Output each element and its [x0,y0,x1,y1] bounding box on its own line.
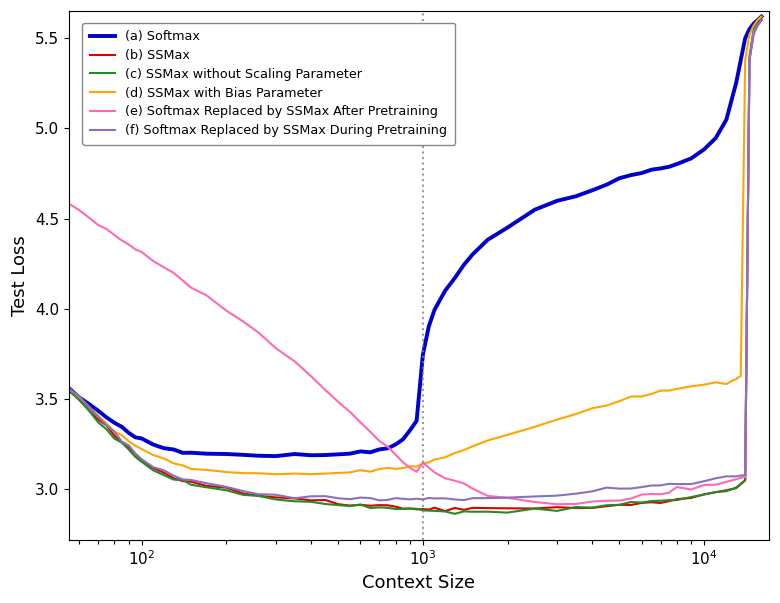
(a) Softmax [131,434,140,441]
Line: (f) Softmax Replaced by SSMax During Pretraining: (f) Softmax Replaced by SSMax During Pre… [69,20,761,500]
(f) Softmax Replaced by SSMax During Pretraining [131,450,140,457]
(f) Softmax Replaced by SSMax During Pretraining [757,16,766,24]
Line: (b) SSMax: (b) SSMax [69,20,761,511]
(a) Softmax [503,224,512,231]
(a) Softmax [64,384,73,391]
Line: (d) SSMax with Bias Parameter: (d) SSMax with Bias Parameter [69,16,761,474]
(c) SSMax without Scaling Parameter [131,453,140,461]
(f) Softmax Replaced by SSMax During Pretraining [412,495,421,502]
(c) SSMax without Scaling Parameter [757,13,766,20]
(f) Softmax Replaced by SSMax During Pretraining [366,494,375,502]
Y-axis label: Test Loss: Test Loss [11,235,29,316]
Line: (c) SSMax without Scaling Parameter: (c) SSMax without Scaling Parameter [69,16,761,514]
(c) SSMax without Scaling Parameter [450,510,459,517]
(e) Softmax Replaced by SSMax After Pretraining [131,246,140,253]
(c) SSMax without Scaling Parameter [530,505,540,512]
(c) SSMax without Scaling Parameter [430,507,439,514]
(d) SSMax with Bias Parameter [64,385,73,392]
(b) SSMax [64,385,73,392]
(a) Softmax [757,13,766,20]
(f) Softmax Replaced by SSMax During Pretraining [64,385,73,393]
(f) Softmax Replaced by SSMax During Pretraining [441,494,450,502]
(e) Softmax Replaced by SSMax After Pretraining [366,428,375,435]
(f) Softmax Replaced by SSMax During Pretraining [374,497,384,504]
(a) Softmax [441,287,450,294]
(f) Softmax Replaced by SSMax During Pretraining [530,493,540,500]
X-axis label: Context Size: Context Size [362,574,475,592]
(c) SSMax without Scaling Parameter [366,505,375,512]
Line: (a) Softmax: (a) Softmax [69,16,761,456]
(d) SSMax with Bias Parameter [149,452,158,459]
(f) Softmax Replaced by SSMax During Pretraining [503,494,512,501]
(e) Softmax Replaced by SSMax After Pretraining [406,464,415,472]
(e) Softmax Replaced by SSMax After Pretraining [552,500,562,508]
(b) SSMax [430,504,439,511]
(d) SSMax with Bias Parameter [740,56,750,63]
(d) SSMax with Bias Parameter [757,13,766,20]
(d) SSMax with Bias Parameter [383,464,392,472]
(b) SSMax [530,505,540,512]
(b) SSMax [503,505,512,512]
(e) Softmax Replaced by SSMax After Pretraining [483,492,492,499]
Legend: (a) Softmax, (b) SSMax, (c) SSMax without Scaling Parameter, (d) SSMax with Bias: (a) Softmax, (b) SSMax, (c) SSMax withou… [82,23,456,145]
(e) Softmax Replaced by SSMax After Pretraining [757,16,766,24]
(d) SSMax with Bias Parameter [271,470,281,478]
(b) SSMax [366,502,375,510]
(c) SSMax without Scaling Parameter [406,505,415,513]
(b) SSMax [441,508,450,515]
(e) Softmax Replaced by SSMax After Pretraining [430,469,439,476]
(a) Softmax [530,206,540,213]
(a) Softmax [271,452,281,459]
(a) Softmax [374,446,384,453]
(b) SSMax [406,505,415,512]
(b) SSMax [757,16,766,24]
(c) SSMax without Scaling Parameter [503,509,512,516]
(d) SSMax with Bias Parameter [656,387,665,394]
(e) Softmax Replaced by SSMax After Pretraining [503,494,512,502]
(e) Softmax Replaced by SSMax After Pretraining [64,200,73,207]
(c) SSMax without Scaling Parameter [64,387,73,394]
Line: (e) Softmax Replaced by SSMax After Pretraining: (e) Softmax Replaced by SSMax After Pret… [69,20,761,504]
(a) Softmax [412,417,421,425]
(b) SSMax [131,450,140,458]
(d) SSMax with Bias Parameter [406,463,415,470]
(d) SSMax with Bias Parameter [131,442,140,449]
